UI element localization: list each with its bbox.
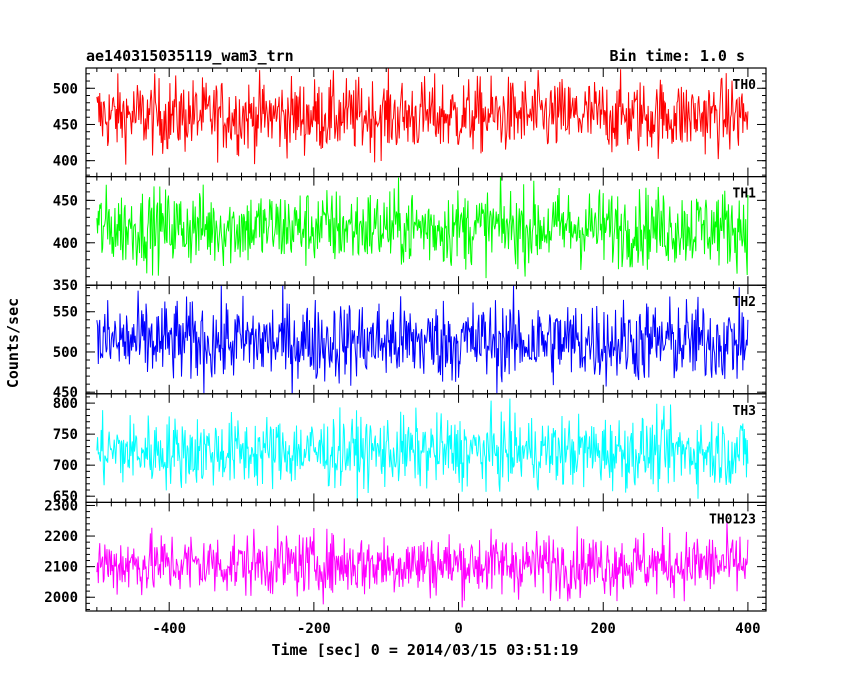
y-tick-label: 500 bbox=[53, 345, 78, 361]
series-line-th0 bbox=[96, 68, 749, 165]
panel-th1: 350 400 450 TH1 bbox=[53, 176, 767, 294]
y-tick-label: 400 bbox=[53, 236, 78, 252]
panel-label: TH0 bbox=[733, 78, 757, 93]
x-tick-label: 0 bbox=[454, 621, 462, 637]
series-line-th3 bbox=[96, 398, 749, 503]
x-tick-label: -200 bbox=[297, 621, 331, 637]
panel-label: TH3 bbox=[733, 404, 756, 419]
y-tick-label: 2200 bbox=[44, 529, 78, 545]
x-tick-label: -400 bbox=[152, 621, 186, 637]
y-tick-label: 2000 bbox=[44, 590, 78, 606]
y-tick-label: 750 bbox=[53, 427, 78, 443]
y-tick-label: 700 bbox=[53, 458, 78, 474]
y-tick-label: 2300 bbox=[44, 498, 78, 514]
y-tick-label: 450 bbox=[53, 117, 78, 133]
y-axis-label: Counts/sec bbox=[4, 298, 22, 388]
panel-th0: 400 450 500 TH0 bbox=[53, 67, 767, 178]
y-tick-label: 2100 bbox=[44, 560, 78, 576]
x-tick-label: 200 bbox=[591, 621, 616, 637]
y-tick-label: 400 bbox=[53, 154, 78, 170]
panel-th3: 650 700 750 800 TH3 bbox=[53, 393, 767, 505]
panels: 400 450 500 TH0 350 400 450 TH1 450 500 550 TH2 650 7… bbox=[44, 67, 767, 612]
y-tick-label: 800 bbox=[53, 396, 78, 412]
y-tick-label: 450 bbox=[53, 385, 78, 401]
series-line-th0123 bbox=[96, 521, 749, 608]
figure-title: ae140315035119_wam3_trn bbox=[86, 47, 294, 65]
x-axis-label: Time [sec] 0 = 2014/03/15 03:51:19 bbox=[271, 641, 578, 659]
panel-label: TH0123 bbox=[709, 512, 756, 527]
series-line-th1 bbox=[96, 176, 749, 279]
panel-label: TH2 bbox=[733, 295, 756, 310]
y-tick-label: 550 bbox=[53, 305, 78, 321]
series-line-th2 bbox=[96, 285, 749, 394]
y-tick-label: 350 bbox=[53, 278, 78, 294]
x-axis: -400 -200 0 200 400 bbox=[152, 621, 760, 637]
panel-label: TH1 bbox=[733, 187, 757, 202]
panel-frame bbox=[85, 501, 767, 612]
y-tick-label: 650 bbox=[53, 489, 78, 505]
bin-time-label: Bin time: 1.0 s bbox=[610, 47, 745, 65]
y-tick-label: 450 bbox=[53, 193, 78, 209]
y-tick-label: 500 bbox=[53, 81, 78, 97]
panel-th2: 450 500 550 TH2 bbox=[53, 284, 767, 401]
x-tick-label: 400 bbox=[735, 621, 760, 637]
panel-th0123: 2000 2100 2200 2300 TH0123 bbox=[44, 498, 767, 612]
